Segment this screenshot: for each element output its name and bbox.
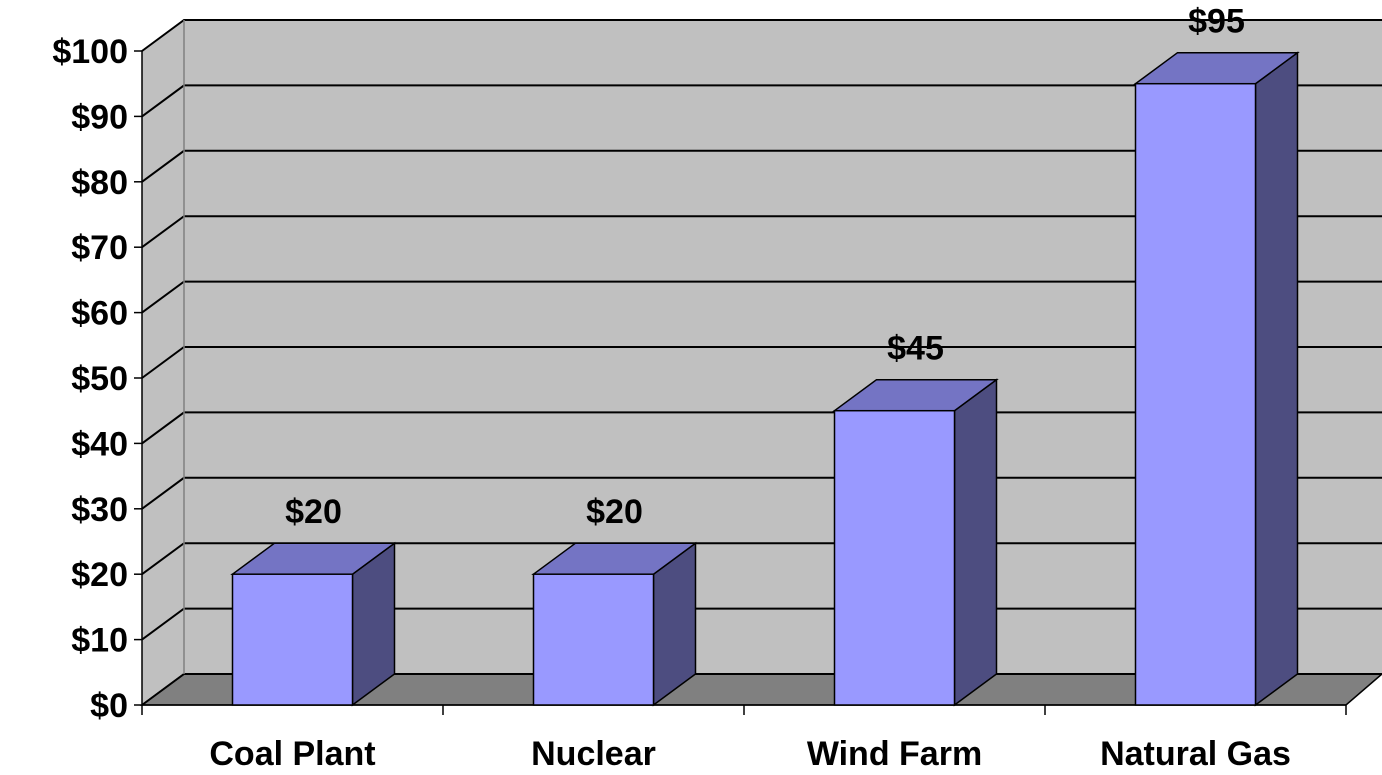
bar-front	[233, 574, 353, 705]
bar-side	[1256, 53, 1298, 705]
bar-natural-gas	[1136, 53, 1298, 705]
data-label: $20	[586, 493, 643, 531]
y-tick-label: $0	[90, 687, 128, 725]
y-tick-label: $70	[71, 229, 128, 267]
y-tick-label: $90	[71, 98, 128, 136]
y-tick-label: $10	[71, 622, 128, 660]
bar-side	[955, 380, 997, 705]
bar-wind-farm	[835, 380, 997, 705]
bar-front	[534, 574, 654, 705]
y-tick-label: $60	[71, 295, 128, 333]
y-tick-label: $30	[71, 491, 128, 529]
category-label: Natural Gas	[1100, 735, 1291, 773]
bar-nuclear	[534, 543, 696, 705]
y-tick-label: $100	[52, 33, 128, 71]
y-tick-label: $80	[71, 164, 128, 202]
y-tick-label: $20	[71, 556, 128, 594]
bar-front	[835, 411, 955, 705]
data-label: $45	[887, 330, 944, 368]
y-tick-label: $50	[71, 360, 128, 398]
category-label: Wind Farm	[807, 735, 982, 773]
y-tick-label: $40	[71, 425, 128, 463]
data-label: $95	[1188, 3, 1245, 41]
category-label: Nuclear	[531, 735, 656, 773]
bar-front	[1136, 84, 1256, 705]
data-label: $20	[285, 493, 342, 531]
bar-coal-plant	[233, 543, 395, 705]
category-label: Coal Plant	[209, 735, 375, 773]
